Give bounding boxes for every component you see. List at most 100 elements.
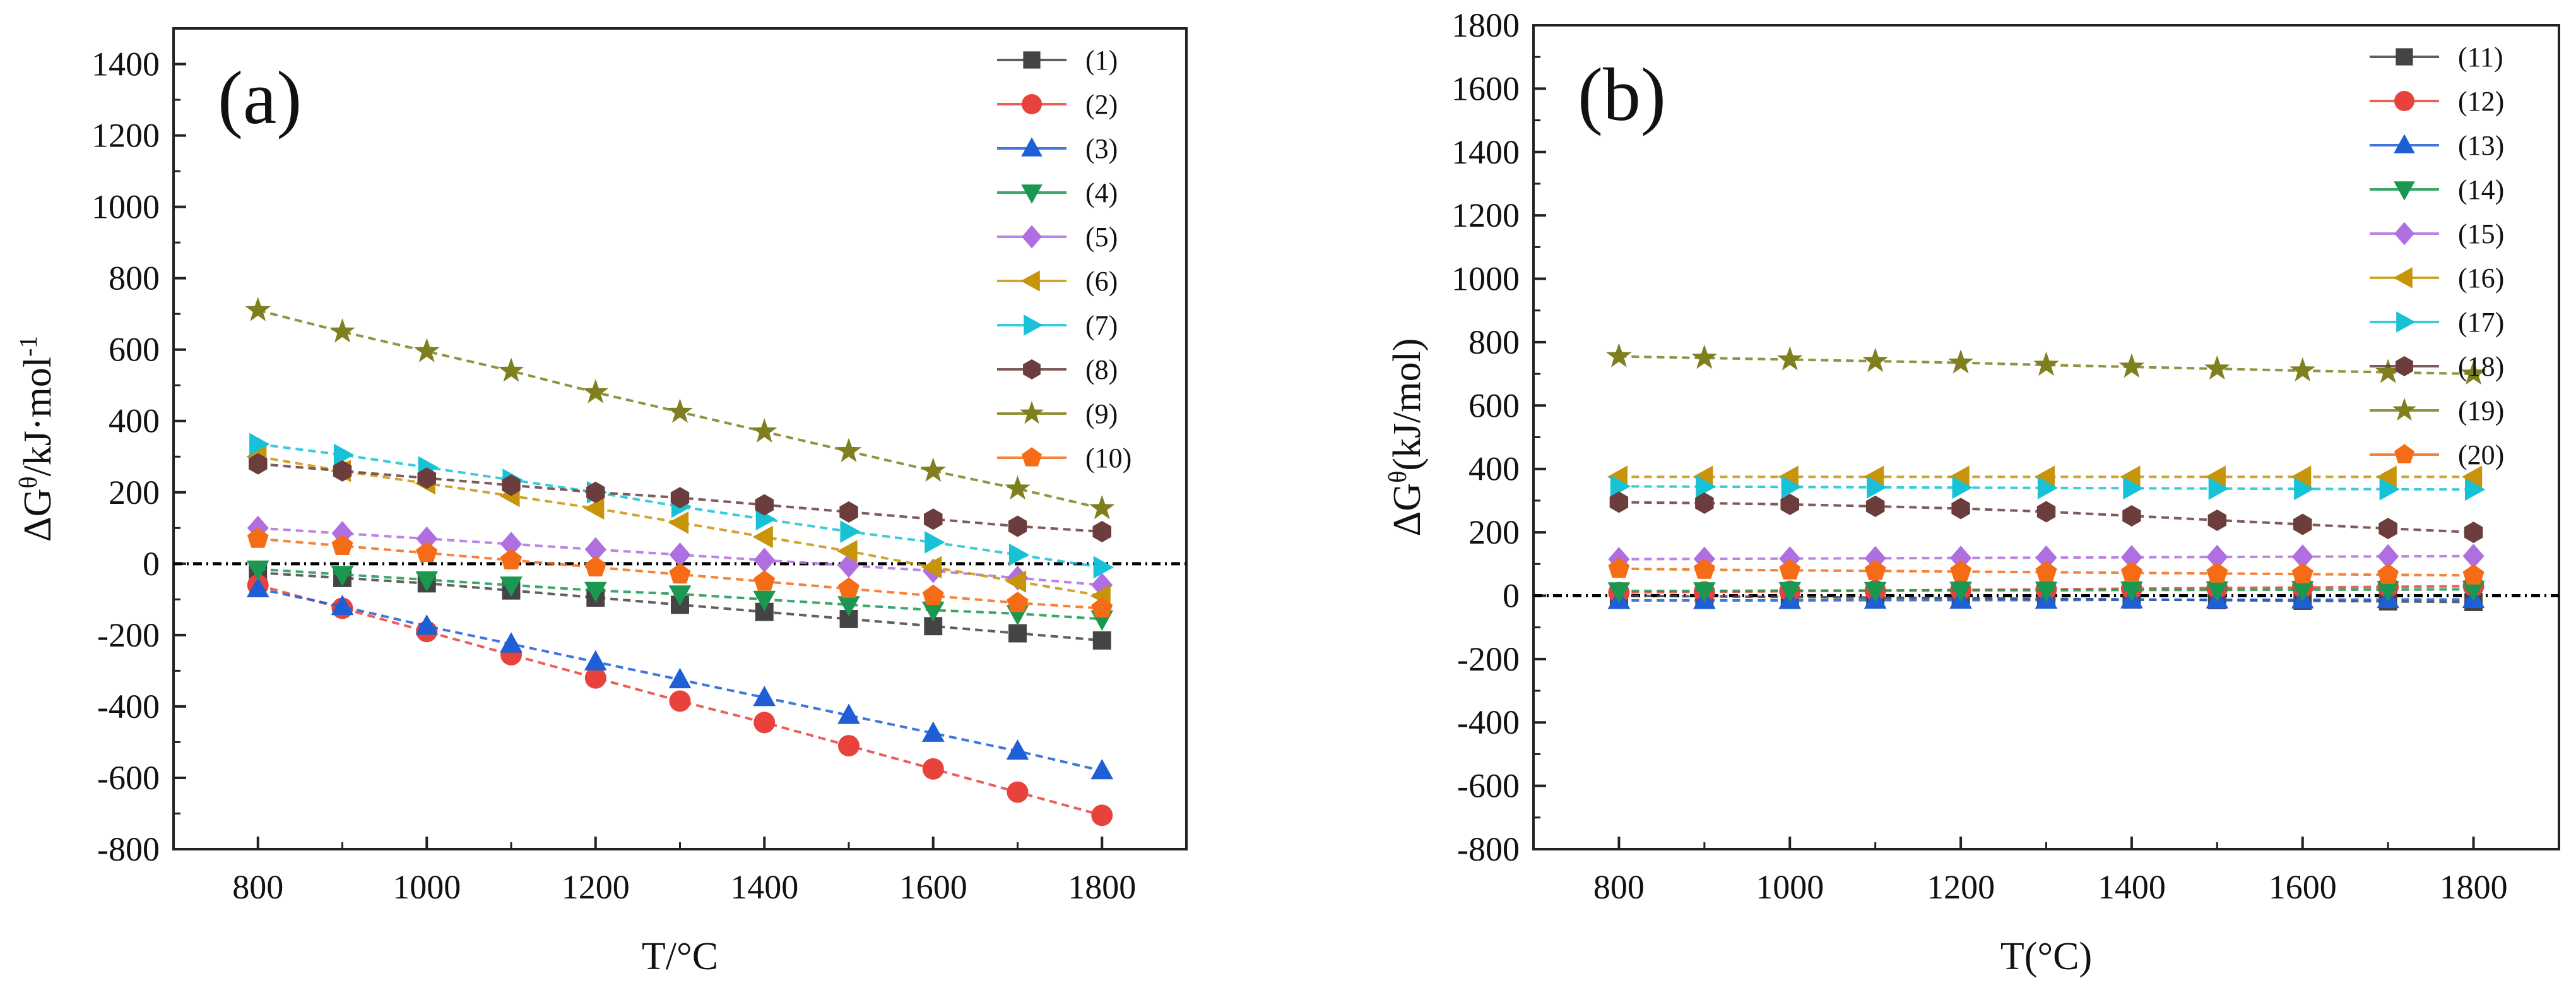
legend-label: (9): [1085, 398, 1118, 429]
y-tick-label: 1200: [1451, 196, 1520, 234]
legend-marker: [2394, 222, 2414, 246]
data-point: [502, 474, 521, 496]
legend-marker: [2393, 267, 2413, 289]
legend-label: (2): [1085, 89, 1118, 120]
data-point: [1950, 546, 1972, 571]
data-point: [2206, 581, 2229, 602]
data-point: [2289, 357, 2315, 382]
data-point: [1780, 493, 1799, 515]
series-line: [1619, 588, 2474, 592]
y-tick-label: 600: [109, 331, 160, 369]
data-point: [1949, 581, 1972, 602]
data-point: [2207, 510, 2227, 531]
y-tick-label: -200: [1457, 640, 1520, 678]
data-point: [247, 527, 269, 548]
data-point: [1947, 349, 1974, 374]
series-line: [257, 455, 1102, 597]
data-point: [2208, 477, 2229, 500]
data-point: [1779, 546, 1801, 571]
y-tick-label: 1400: [92, 45, 160, 83]
legend-label: (5): [1085, 222, 1118, 253]
data-point: [2462, 544, 2484, 569]
data-point: [1781, 475, 1802, 499]
data-point: [584, 497, 605, 520]
y-tick-label: 200: [1468, 513, 1520, 551]
data-point: [2035, 581, 2058, 602]
data-point: [752, 525, 773, 549]
y-tick-label: 1800: [1451, 6, 1520, 44]
legend-marker: [1022, 94, 1042, 114]
y-tick-label: -200: [97, 616, 160, 654]
data-point: [582, 379, 608, 403]
data-point: [2291, 581, 2314, 602]
data-point: [2205, 465, 2226, 489]
y-tick-label: 1000: [92, 188, 160, 226]
data-point: [2033, 351, 2059, 376]
data-point: [584, 537, 606, 562]
data-point: [246, 576, 269, 597]
legend-label: (19): [2458, 395, 2504, 426]
y-tick-label: 400: [109, 402, 160, 440]
data-point: [1693, 558, 1715, 579]
data-point: [2204, 355, 2230, 380]
data-point: [836, 438, 862, 462]
legend-label: (4): [1085, 177, 1118, 208]
legend-marker: [2394, 444, 2414, 463]
legend-marker: [2396, 356, 2413, 376]
data-point: [333, 443, 355, 467]
data-point: [2294, 477, 2315, 501]
data-point: [670, 487, 690, 509]
data-point: [2118, 353, 2145, 378]
data-point: [2036, 501, 2056, 523]
data-point: [584, 650, 607, 671]
data-point: [500, 532, 522, 557]
x-axis-title: T(°C): [2000, 935, 2092, 978]
data-point: [753, 712, 776, 734]
data-point: [1693, 582, 1716, 603]
data-point: [2123, 477, 2144, 500]
y-tick-label: -600: [1457, 767, 1520, 805]
series-18: [1609, 491, 2483, 544]
data-point: [668, 585, 692, 606]
legend-label: (7): [1085, 310, 1118, 341]
y-tick-label: 800: [1468, 323, 1520, 361]
data-point: [246, 560, 269, 581]
y-tick-label: 1200: [92, 117, 160, 155]
series-3: [246, 576, 1114, 780]
data-point: [1091, 804, 1113, 826]
data-point: [2461, 465, 2483, 489]
series-line: [1619, 567, 2474, 577]
data-point: [753, 570, 776, 591]
data-point: [2464, 522, 2483, 544]
legend-item: (11): [2370, 42, 2503, 73]
series-line: [1619, 485, 2474, 491]
y-tick-label: 400: [1468, 450, 1520, 488]
data-point: [415, 614, 439, 635]
data-point: [922, 584, 944, 605]
data-point: [1864, 465, 1884, 489]
x-axis-title: T/°C: [642, 935, 718, 978]
data-point: [2461, 360, 2486, 385]
data-point: [1862, 347, 1888, 373]
data-point: [1091, 573, 1113, 598]
y-tick-label: 600: [1468, 386, 1520, 424]
legend-label: (10): [1085, 443, 1131, 474]
legend-marker: [1023, 359, 1041, 379]
legend-label: (17): [2458, 307, 2504, 338]
data-point: [753, 590, 776, 611]
series-line: [1619, 598, 2474, 602]
data-point: [1008, 543, 1030, 566]
data-point: [2035, 545, 2057, 570]
data-point: [1951, 498, 1970, 520]
series-20: [1608, 557, 2484, 585]
data-point: [1007, 781, 1029, 803]
y-tick-label: 1000: [1451, 260, 1520, 298]
x-tick-label: 1800: [1068, 868, 1136, 906]
legend-label: (11): [2458, 42, 2503, 73]
legend-item: (4): [997, 177, 1118, 208]
data-point: [1610, 475, 1631, 498]
data-point: [837, 540, 858, 563]
series-17: [1610, 475, 2486, 501]
data-point: [2120, 561, 2142, 582]
legend-item: (1): [997, 45, 1118, 76]
